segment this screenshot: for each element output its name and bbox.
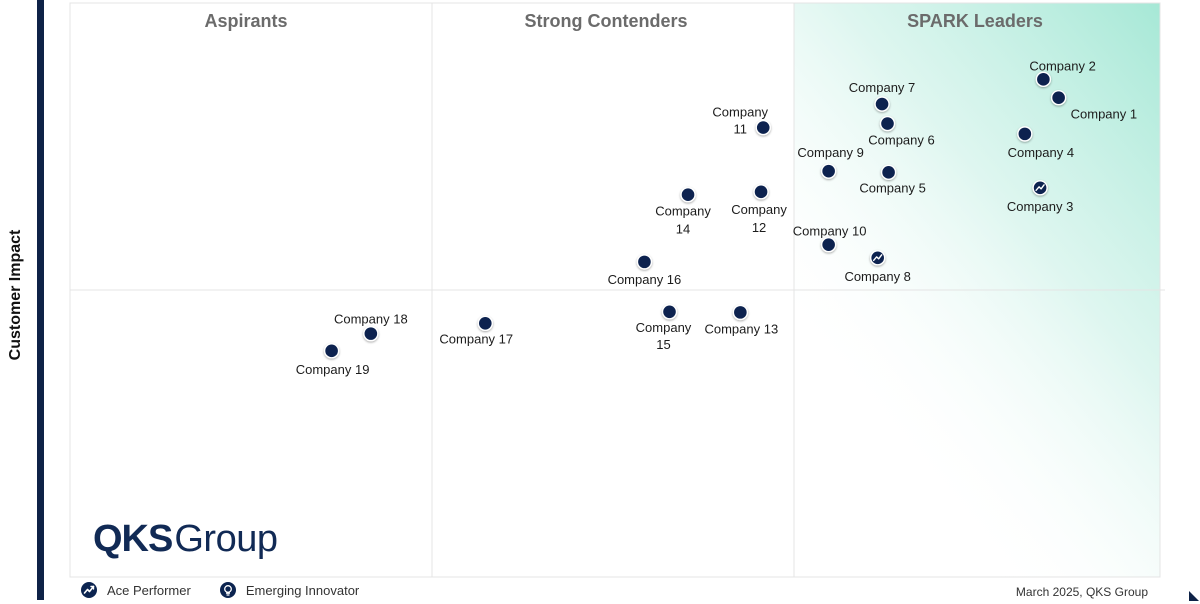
quadrant-title-spark-leaders: SPARK Leaders [907, 11, 1043, 31]
point-company-15: Company 15 [636, 304, 692, 352]
label-company-16: Company 16 [608, 272, 682, 287]
quadrant-title-strong-contenders: Strong Contenders [524, 11, 687, 31]
point-company-4: Company 4 [1008, 126, 1074, 160]
point-company-3: Company 3 [1007, 180, 1073, 214]
label-company-9: Company 9 [797, 145, 863, 160]
marker-company-12[interactable] [753, 184, 769, 200]
point-company-18: Company 18 [334, 312, 408, 342]
legend-label-emerging-innovator: Emerging Innovator [245, 582, 360, 598]
marker-company-13[interactable] [732, 304, 749, 321]
ace-performer-icon [872, 254, 883, 262]
ace-performer-icon [80, 581, 98, 599]
label-company-19: Company 19 [296, 362, 370, 377]
label-company-3: Company 3 [1007, 199, 1073, 214]
point-company-6: Company 6 [868, 115, 935, 148]
label-company-5: Company 5 [859, 180, 925, 195]
marker-company-4[interactable] [1017, 126, 1033, 142]
marker-company-16[interactable] [636, 254, 653, 270]
footer-date: March 2025, QKS Group [1015, 585, 1148, 599]
point-company-5: Company 5 [859, 164, 926, 195]
marker-company-7[interactable] [874, 96, 890, 112]
point-company-11: Company 11 [712, 105, 771, 137]
label-company-17: Company 17 [439, 331, 513, 346]
label-company-7: Company 7 [849, 80, 915, 95]
label-company-1: Company 1 [1071, 107, 1137, 122]
corner-arrow-icon [1189, 591, 1199, 601]
label-company-2: Company 2 [1029, 58, 1095, 73]
label-company-14: Company 14 [655, 204, 711, 237]
point-company-13: Company 13 [704, 304, 778, 336]
point-company-16: Company 16 [608, 254, 682, 287]
point-company-1: Company 1 [1050, 90, 1137, 122]
label-company-18: Company 18 [334, 312, 408, 327]
point-company-14: Company 14 [655, 187, 711, 237]
y-axis-bar [37, 0, 44, 600]
marker-company-14[interactable] [680, 187, 696, 203]
label-company-4: Company 4 [1008, 145, 1074, 160]
marker-company-19[interactable] [323, 343, 340, 359]
label-company-10: Company 10 [793, 224, 867, 239]
point-company-12: Company 12 [731, 184, 787, 235]
emerging-innovator-icon [219, 581, 237, 599]
marker-company-17[interactable] [477, 315, 493, 331]
legend: Ace Performer Emerging Innovator [80, 580, 387, 600]
point-company-17: Company 17 [439, 315, 513, 346]
quadrant-title-aspirants: Aspirants [204, 11, 287, 31]
label-company-12: Company 12 [731, 202, 787, 235]
qks-group-logo: QKSGroup [93, 518, 278, 561]
label-company-15: Company 15 [636, 320, 692, 352]
marker-company-5[interactable] [880, 164, 897, 181]
point-company-8: Company 8 [844, 250, 911, 284]
label-company-13: Company 13 [704, 321, 778, 336]
logo-wordmark-bold: QKS [93, 518, 173, 560]
label-company-11: Company 11 [712, 105, 768, 137]
marker-company-2[interactable] [1035, 71, 1052, 88]
label-company-8: Company 8 [844, 269, 910, 284]
marker-company-6[interactable] [879, 115, 896, 132]
data-points: Company 1 Company 2 Company 3 Company 4 Comp… [296, 58, 1137, 377]
point-company-2: Company 2 [1029, 58, 1096, 88]
marker-company-18[interactable] [363, 325, 379, 342]
ace-performer-icon [1035, 184, 1045, 192]
marker-company-10[interactable] [820, 236, 837, 253]
marker-company-11[interactable] [755, 119, 771, 136]
marker-company-15[interactable] [661, 304, 678, 320]
marker-company-9[interactable] [820, 163, 837, 179]
logo-wordmark-light: Group [174, 518, 278, 560]
point-company-10: Company 10 [793, 224, 867, 253]
point-company-7: Company 7 [849, 80, 915, 112]
marker-company-1[interactable] [1050, 90, 1067, 106]
legend-label-ace-performer: Ace Performer [107, 582, 191, 598]
label-company-6: Company 6 [868, 133, 934, 148]
legend-item-ace-performer: Ace Performer [80, 581, 191, 599]
point-company-9: Company 9 [797, 145, 864, 179]
point-company-19: Company 19 [296, 343, 370, 377]
legend-item-emerging-innovator: Emerging Innovator [219, 581, 359, 599]
